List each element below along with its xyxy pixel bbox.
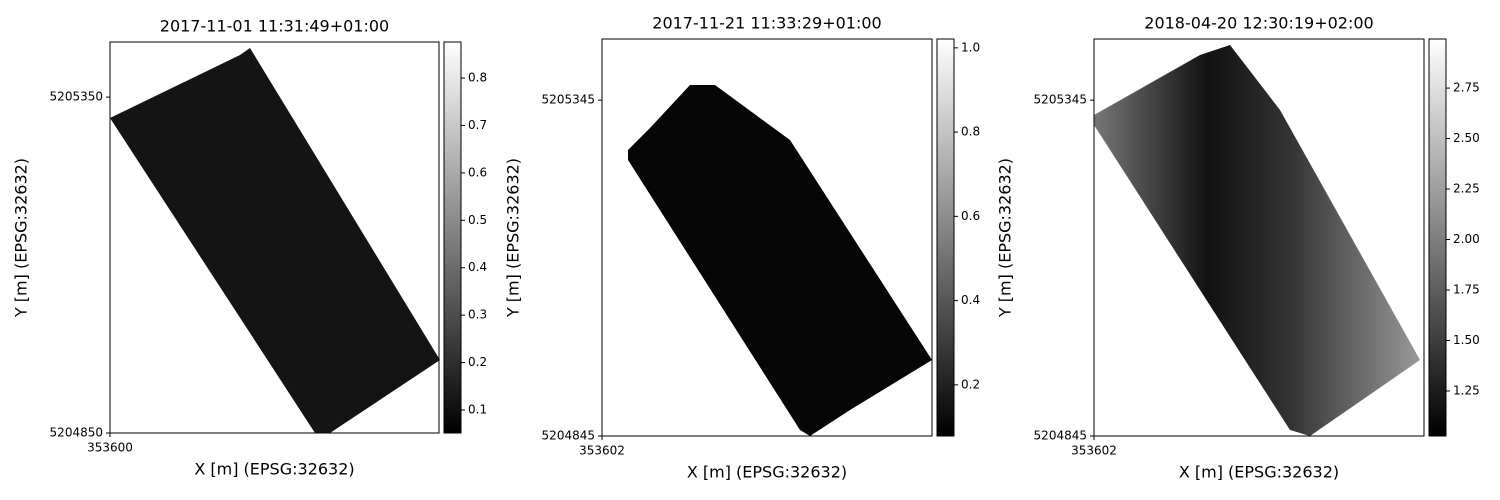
x-axis-label: X [m] (EPSG:32632)	[687, 463, 847, 482]
y-tick-label: 5204845	[542, 429, 595, 443]
colorbar	[936, 38, 955, 437]
colorbar	[1428, 38, 1447, 437]
colorbar	[443, 41, 462, 434]
raster	[1094, 45, 1420, 436]
x-tick-label: 353602	[579, 444, 625, 458]
y-tick-label: 5205345	[542, 93, 595, 107]
colorbar-tick-label: 0.4	[468, 260, 487, 274]
colorbar-tick-label: 1.75	[1453, 283, 1480, 297]
colorbar-tick-label: 2.50	[1453, 131, 1480, 145]
colorbar-tick-label: 0.6	[468, 165, 487, 179]
colorbar-tick-label: 1.25	[1453, 383, 1480, 397]
plot-frame	[1093, 38, 1425, 437]
raster	[628, 85, 932, 436]
colorbar-tick-label: 0.3	[468, 308, 487, 322]
y-tick-label: 5205345	[1034, 93, 1087, 107]
y-axis-label: Y [m] (EPSG:32632)	[12, 158, 31, 318]
colorbar-tick-label: 1.0	[961, 40, 980, 54]
x-tick-label: 353602	[1071, 444, 1117, 458]
chart-title: 2018-04-20 12:30:19+02:00	[1144, 14, 1373, 33]
chart-title: 2017-11-01 11:31:49+01:00	[160, 17, 389, 36]
x-axis-label: X [m] (EPSG:32632)	[1179, 463, 1339, 482]
colorbar-tick-label: 1.50	[1453, 333, 1480, 347]
plot-frame	[601, 38, 933, 437]
colorbar-tick-label: 0.8	[468, 71, 487, 85]
y-tick-label: 5205350	[50, 90, 103, 104]
colorbar-tick-label: 0.7	[468, 118, 487, 132]
colorbar-tick-label: 0.8	[961, 125, 980, 139]
chart-title: 2017-11-21 11:33:29+01:00	[652, 14, 881, 33]
colorbar-tick-label: 2.25	[1453, 182, 1480, 196]
colorbar-tick-label: 0.2	[961, 377, 980, 391]
plot-frame	[109, 41, 440, 434]
x-tick-label: 353600	[87, 441, 133, 455]
raster	[110, 48, 440, 433]
colorbar-tick-label: 0.5	[468, 213, 487, 227]
y-axis-label: Y [m] (EPSG:32632)	[996, 158, 1015, 318]
colorbar-tick-label: 2.75	[1453, 81, 1480, 95]
colorbar-tick-label: 0.1	[468, 403, 487, 417]
x-axis-label: X [m] (EPSG:32632)	[194, 460, 354, 479]
y-tick-label: 5204850	[50, 426, 103, 440]
colorbar-tick-label: 2.00	[1453, 232, 1480, 246]
y-tick-label: 5204845	[1034, 429, 1087, 443]
y-axis-label: Y [m] (EPSG:32632)	[504, 158, 523, 318]
colorbar-tick-label: 0.6	[961, 209, 980, 223]
colorbar-tick-label: 0.2	[468, 355, 487, 369]
colorbar-tick-label: 0.4	[961, 293, 980, 307]
